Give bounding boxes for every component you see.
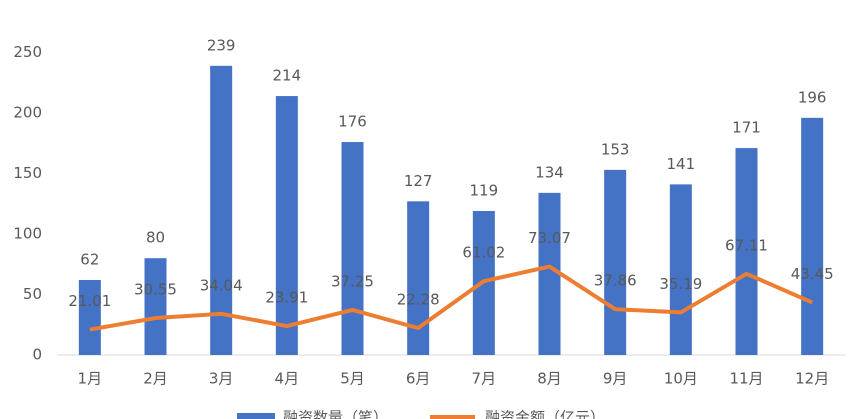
bar-value-label: 127 [404,172,433,190]
bar-value-label: 119 [470,182,499,200]
line [89,264,813,332]
bar-value-label: 80 [146,229,165,247]
bar-value-label: 134 [535,163,564,181]
bar-value-label: 171 [732,119,761,137]
y-tick-label: 50 [23,285,42,303]
bar [144,258,167,355]
line-value-label: 73.07 [528,229,571,247]
x-tick-label: 2月 [143,370,168,388]
x-tick-label: 7月 [472,370,497,388]
bar-value-label: 239 [207,36,236,54]
line-value-label: 67.11 [725,236,768,254]
bar [669,184,692,355]
bar [538,192,561,355]
line-value-label: 22.28 [397,291,440,309]
y-tick-label: 100 [13,225,42,243]
bar [801,117,824,355]
x-tick-label: 5月 [340,370,365,388]
bar-value-label: 196 [798,88,827,106]
legend-swatch [237,413,275,419]
line-value-label: 43.45 [791,265,834,283]
x-tick-label: 12月 [795,370,829,388]
bar [341,142,364,355]
line-value-label: 61.02 [462,244,505,262]
x-tick-label: 1月 [78,370,103,388]
y-tick-label: 250 [13,43,42,61]
bar-value-label: 214 [273,67,302,85]
bar-value-label: 153 [601,140,630,158]
bar [604,169,627,355]
bar [735,148,758,355]
line-value-label: 21.01 [68,292,111,310]
line-value-label: 23.91 [265,289,308,307]
bar [407,201,430,355]
x-tick-label: 9月 [603,370,628,388]
line-value-label: 35.19 [659,275,702,293]
x-tick-label: 6月 [406,370,431,388]
x-tick-label: 11月 [729,370,763,388]
legend-label: 融资数量（笔） [283,409,388,419]
line-value-label: 30.55 [134,281,177,299]
line-value-label: 37.25 [331,272,374,290]
bar-value-label: 176 [338,113,367,131]
line-value-label: 37.86 [594,272,637,290]
bar [78,279,101,355]
x-tick-label: 4月 [275,370,300,388]
line-value-label: 34.04 [200,276,243,294]
bar-value-label: 141 [667,155,696,173]
bar [210,65,233,355]
y-tick-label: 150 [13,164,42,182]
bar-value-label: 62 [80,250,99,268]
x-tick-label: 8月 [537,370,562,388]
x-tick-label: 10月 [664,370,698,388]
x-tick-label: 3月 [209,370,234,388]
y-tick-label: 0 [32,346,42,364]
bar [275,96,298,355]
y-tick-label: 200 [13,104,42,122]
legend-label: 融资金额（亿元） [485,409,605,419]
